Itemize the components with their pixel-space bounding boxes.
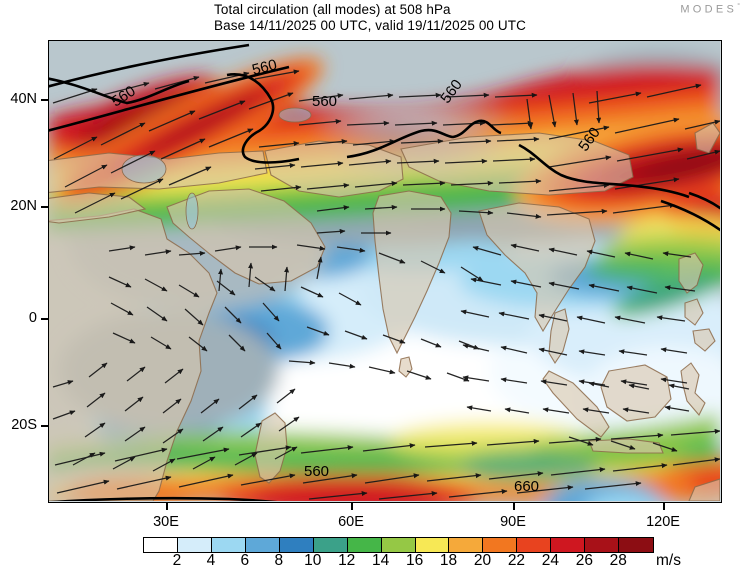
colorbar-tick-label: 16 [405,552,424,569]
chart-title-block: Total circulation (all modes) at 508 hPa… [0,2,750,35]
colorbar-swatch [245,538,280,552]
colorbar-tick-label: 4 [206,552,216,569]
chart-subtitle: Base 14/11/2025 00 UTC, valid 19/11/2025… [214,17,526,33]
x-tick [166,503,168,510]
page-title: Total circulation (all modes) at 508 hPa [214,2,451,17]
colorbar-swatch [483,538,518,552]
colorbar-swatch [551,538,586,552]
x-tick [351,503,353,510]
colorbar-swatch [177,538,212,552]
colorbar-swatch [517,538,552,552]
colorbar-tick-label: 20 [473,552,492,569]
colorbar-tick-label: 6 [240,552,250,569]
colorbar-swatches [143,537,655,553]
colorbar-tick-label: 12 [338,552,356,569]
y-axis-label-20n: 20N [10,198,37,214]
brand-mark: ° [737,3,740,10]
y-tick [41,425,48,427]
colorbar-swatch [211,538,246,552]
modes-logo: MODES° [680,3,740,16]
colorbar-units-label: m/s [656,552,681,569]
colorbar-swatch [415,538,450,552]
colorbar-tick-label: 18 [439,552,458,569]
x-tick [663,503,665,510]
map-plot-area: 560 560 560 560 560 560 660 [48,40,722,503]
colorbar-tick-label: 10 [304,552,322,569]
x-axis-label-60e: 60E [338,514,364,530]
colorbar-swatch [381,538,416,552]
colorbar-tick-label: 26 [575,552,593,569]
wind-speed-map [49,41,720,501]
colorbar-tick-label: 14 [372,552,390,569]
y-tick [41,206,48,208]
colorbar-tick-label: 2 [172,552,182,569]
x-tick [513,503,515,510]
y-tick [41,99,48,101]
colorbar-swatch [347,538,382,552]
x-axis-label-30e: 30E [153,514,179,530]
colorbar-swatch [585,538,620,552]
colorbar-tick-label: 8 [274,552,284,569]
colorbar-swatch [619,538,654,552]
colorbar-swatch [144,538,178,552]
y-axis-label-40n: 40N [10,91,37,107]
colorbar-swatch [279,538,314,552]
x-axis-label-120e: 120E [646,514,680,530]
brand-text: MODES [680,3,738,16]
colorbar-swatch [449,538,484,552]
colorbar-tick-label: 22 [507,552,526,569]
y-tick [41,318,48,320]
colorbar-tick-label: 28 [609,552,627,569]
colorbar [143,537,655,553]
colorbar-tick-label: 24 [541,552,560,569]
x-axis-label-90e: 90E [500,514,526,530]
y-axis-label-20s: 20S [11,417,37,433]
y-axis-label-0: 0 [28,310,37,326]
colorbar-swatch [313,538,348,552]
